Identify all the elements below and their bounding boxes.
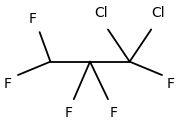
Text: Cl: Cl bbox=[94, 6, 108, 20]
Text: F: F bbox=[28, 12, 36, 26]
Text: F: F bbox=[3, 77, 11, 91]
Text: F: F bbox=[109, 106, 117, 120]
Text: Cl: Cl bbox=[152, 6, 165, 20]
Text: F: F bbox=[167, 77, 175, 91]
Text: F: F bbox=[64, 106, 72, 120]
